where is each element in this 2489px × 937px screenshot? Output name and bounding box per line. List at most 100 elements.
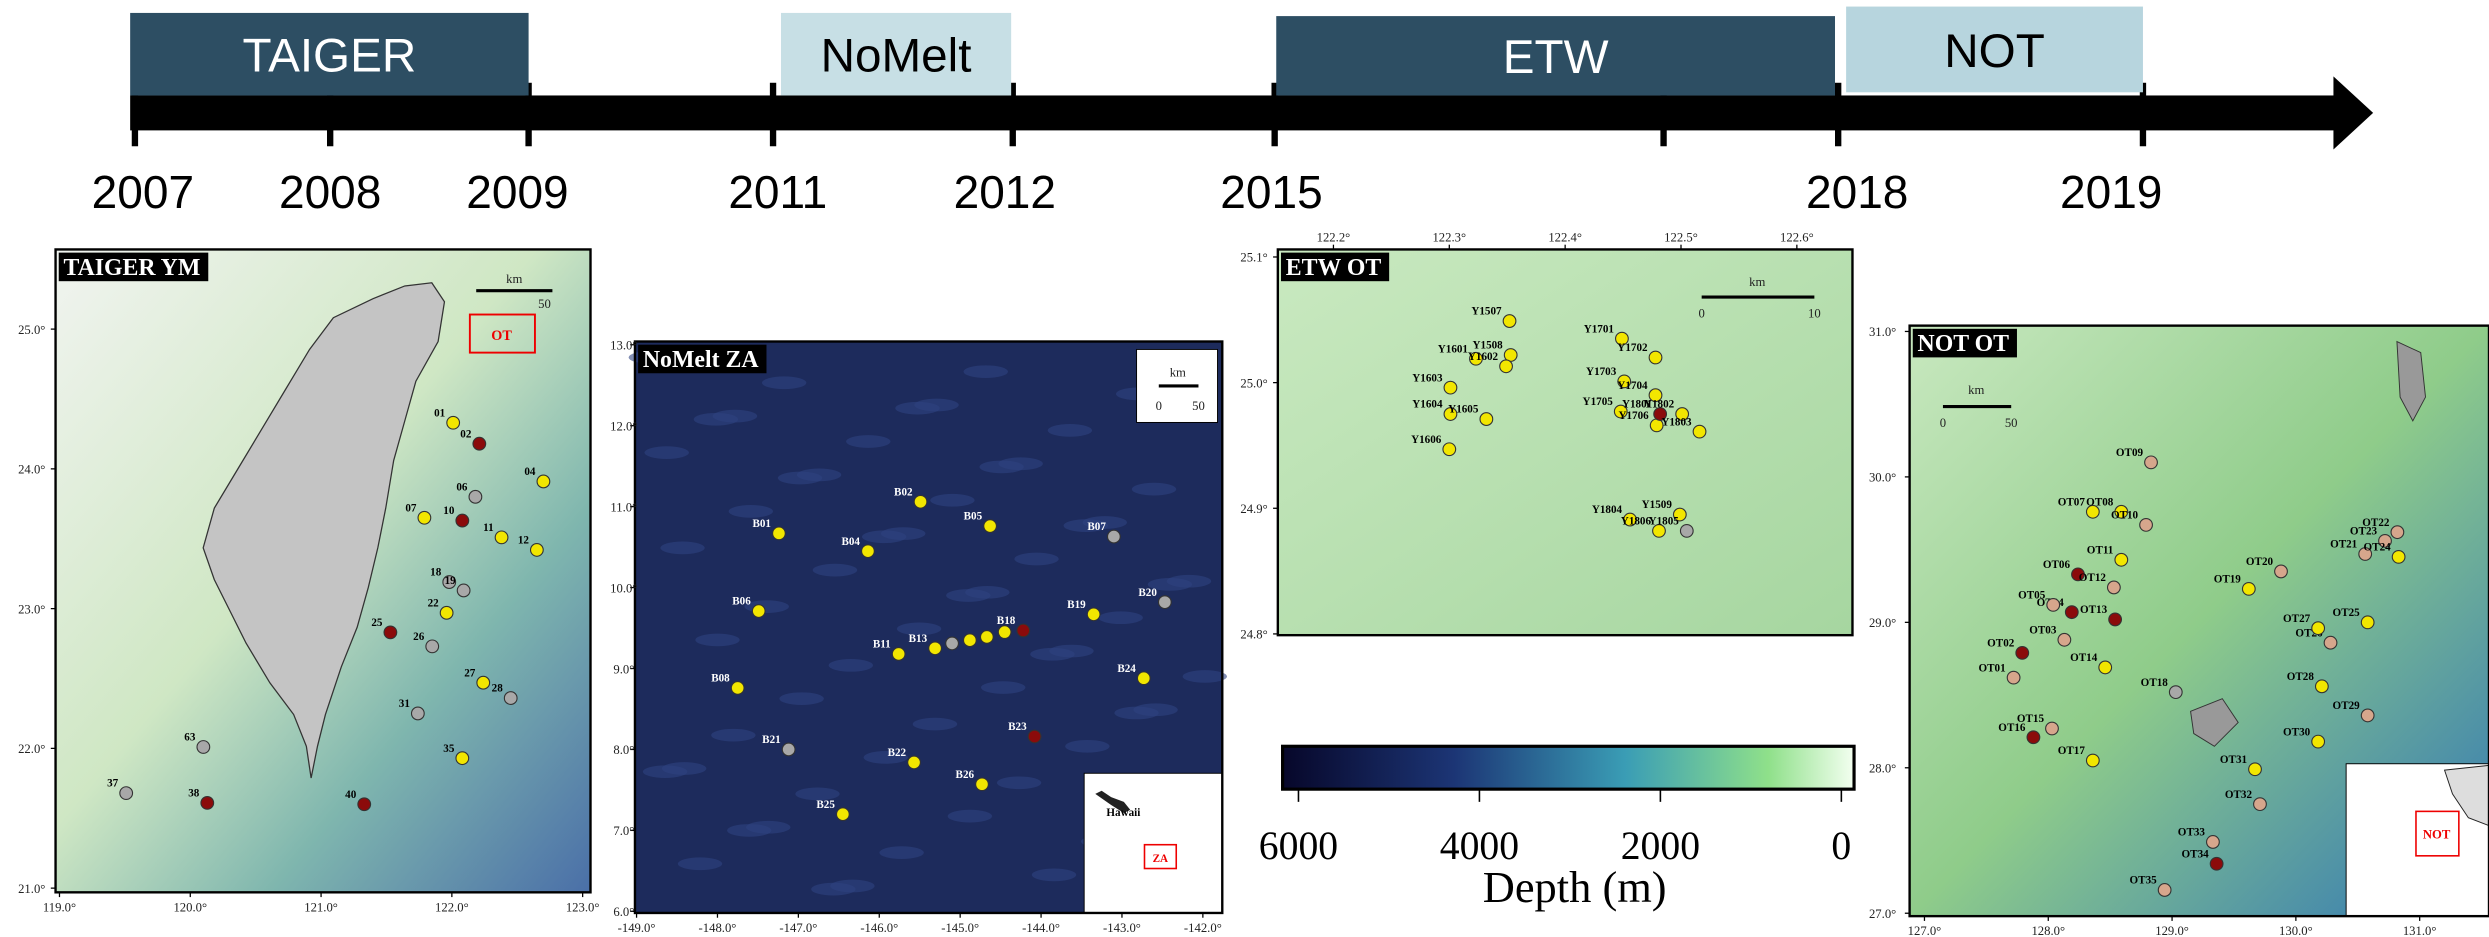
station — [1087, 608, 1100, 621]
station-label: OT06 — [2043, 559, 2071, 571]
station — [531, 544, 544, 557]
station — [2207, 836, 2220, 849]
year-label: 2011 — [728, 166, 827, 218]
seafloor-relief — [829, 659, 873, 672]
seafloor-relief — [981, 681, 1025, 694]
station-label: Y1606 — [1411, 434, 1442, 446]
station-label: OT14 — [2070, 652, 2098, 664]
x-tick-label: 122.2° — [1317, 231, 1351, 245]
station-label: 11 — [483, 522, 494, 534]
x-tick-label: -145.0° — [941, 921, 979, 935]
station — [1443, 443, 1456, 456]
station — [837, 808, 850, 821]
project-label: TAIGER — [243, 30, 417, 83]
station — [2249, 763, 2262, 776]
station — [1108, 530, 1121, 543]
station — [2065, 606, 2078, 619]
y-tick-label: 25.0° — [1240, 376, 1267, 390]
seafloor-relief — [964, 365, 1008, 378]
x-tick-label: 120.0° — [173, 900, 207, 914]
y-tick-label: 12.0° — [610, 419, 637, 433]
x-tick-label: 119.0° — [43, 900, 76, 914]
figure: OT km 50 km 0 50 Hawaii ZA km 0 10 km 0 … — [0, 0, 2489, 937]
scale-unit: km — [1749, 275, 1765, 289]
seafloor-relief — [744, 600, 788, 613]
scale-label: 50 — [2005, 416, 2018, 430]
station — [412, 707, 425, 720]
scale-label: 50 — [538, 297, 551, 311]
seafloor-relief — [1065, 740, 1109, 753]
x-tick-label: 122.3° — [1432, 231, 1466, 245]
station-label: B22 — [888, 747, 907, 759]
station — [384, 626, 397, 639]
station-label: OT33 — [2178, 827, 2206, 839]
year-label: 2009 — [466, 166, 568, 218]
station-label: OT28 — [2287, 671, 2315, 683]
station-label: Y1802 — [1644, 399, 1675, 411]
station — [440, 606, 453, 619]
seafloor-relief — [644, 446, 688, 459]
scale-label: 0 — [1940, 416, 1946, 430]
station — [2158, 884, 2171, 897]
station — [908, 756, 921, 769]
station — [862, 545, 875, 558]
station — [2027, 731, 2040, 744]
timeline-arrow — [2333, 76, 2373, 149]
station-label: 28 — [492, 683, 504, 695]
station — [1693, 425, 1706, 438]
x-tick-label: 121.0° — [304, 900, 338, 914]
y-tick-label: 7.0° — [613, 824, 634, 838]
x-tick-label: 122.4° — [1548, 231, 1582, 245]
station-label: OT19 — [2214, 574, 2242, 586]
colorbar-tick-label: 6000 — [1259, 824, 1338, 868]
station-label: 22 — [428, 597, 440, 609]
y-tick-label: 28.0° — [1869, 762, 1896, 776]
project-label: NOT — [1944, 25, 2044, 78]
station-label: 04 — [524, 466, 536, 478]
x-tick-label: -148.0° — [699, 921, 737, 935]
station-label: 02 — [460, 428, 472, 440]
station — [201, 797, 214, 810]
y-tick-label: 22.0° — [18, 742, 45, 756]
seafloor-relief — [762, 376, 806, 389]
station-label: OT23 — [2350, 526, 2378, 538]
colorbar-tick-label: 4000 — [1440, 824, 1519, 868]
station — [946, 637, 959, 650]
station-label: OT20 — [2246, 556, 2274, 568]
station-label: OT05 — [2018, 590, 2046, 602]
station — [1158, 596, 1171, 609]
scale-label: 0 — [1156, 399, 1162, 413]
seafloor-relief — [862, 530, 906, 543]
seafloor-relief — [779, 692, 823, 705]
x-tick-label: 130.0° — [2279, 924, 2313, 937]
station-label: B21 — [762, 734, 781, 746]
station-label: OT11 — [2087, 544, 2114, 556]
station — [1137, 672, 1150, 685]
station — [981, 631, 994, 644]
station — [2099, 661, 2112, 674]
seafloor-relief — [1114, 707, 1158, 720]
seafloor-relief — [778, 472, 822, 485]
station-label: Y1702 — [1617, 342, 1648, 354]
station-label: 07 — [405, 502, 417, 514]
station — [473, 437, 486, 450]
y-tick-label: 27.0° — [1869, 907, 1896, 921]
station-label: 10 — [443, 505, 455, 517]
seafloor-relief — [1032, 869, 1076, 882]
station — [2312, 735, 2325, 748]
year-label: 2019 — [2060, 166, 2162, 218]
station-label: OT16 — [1998, 722, 2026, 734]
seafloor-relief — [997, 776, 1041, 789]
station — [2086, 754, 2099, 767]
station — [504, 692, 517, 705]
seafloor-relief — [946, 589, 990, 602]
station — [752, 605, 765, 618]
station-label: Y1601 — [1438, 343, 1468, 355]
x-tick-label: 122.0° — [435, 900, 469, 914]
y-tick-label: 8.0° — [613, 743, 634, 757]
station — [456, 514, 469, 527]
station-label: OT12 — [2079, 572, 2107, 584]
station-label: 01 — [434, 407, 445, 419]
station-label: OT03 — [2029, 624, 2057, 636]
inset-label: OT — [491, 328, 512, 344]
